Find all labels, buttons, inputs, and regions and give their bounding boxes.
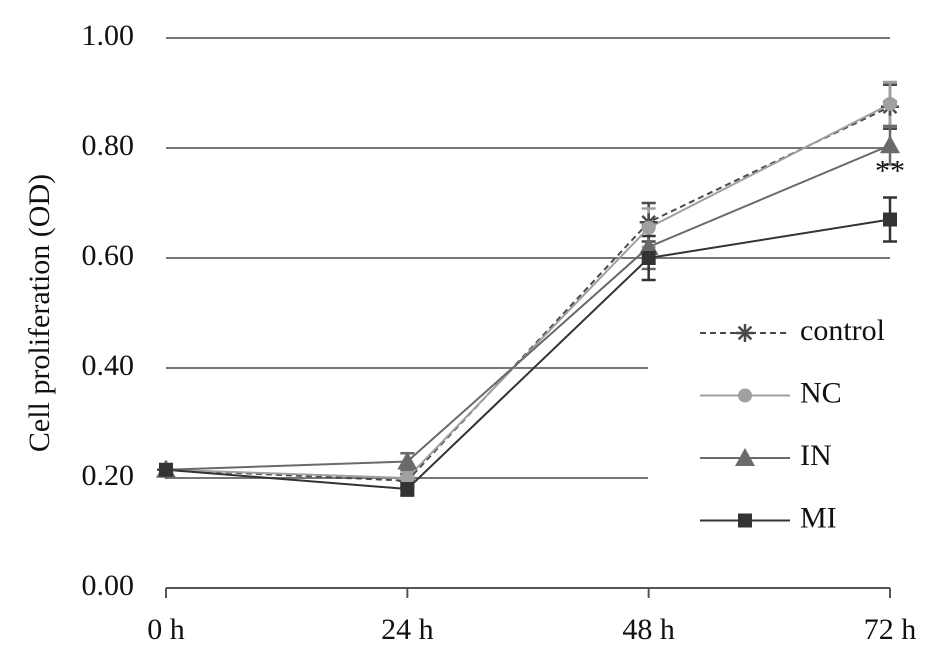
y-axis-label: Cell proliferation (OD) bbox=[23, 174, 56, 452]
legend-label: IN bbox=[800, 439, 832, 472]
x-tick-label: 24 h bbox=[381, 613, 434, 646]
y-tick-label: 0.00 bbox=[82, 569, 135, 602]
series-line bbox=[165, 105, 891, 482]
data-point bbox=[159, 462, 173, 477]
data-point bbox=[397, 451, 418, 470]
y-tick-label: 0.80 bbox=[82, 129, 135, 162]
data-point bbox=[883, 97, 897, 111]
data-point bbox=[880, 135, 900, 154]
legend-marker bbox=[735, 448, 755, 466]
legend-label: NC bbox=[800, 376, 842, 409]
y-tick-label: 1.00 bbox=[82, 19, 135, 52]
annotation: ** bbox=[875, 154, 905, 187]
data-point bbox=[400, 482, 415, 496]
series-line bbox=[165, 144, 891, 471]
legend-marker bbox=[738, 388, 752, 403]
series-line bbox=[165, 103, 891, 480]
data-point bbox=[641, 220, 656, 235]
data-point bbox=[641, 251, 656, 265]
x-tick-label: 0 h bbox=[147, 613, 185, 646]
data-point bbox=[400, 471, 415, 485]
legend-marker bbox=[738, 513, 752, 528]
y-tick-label: 0.40 bbox=[82, 349, 135, 382]
y-tick-label: 0.20 bbox=[82, 459, 135, 492]
x-tick-label: 48 h bbox=[622, 613, 675, 646]
x-tick-label: 72 h bbox=[864, 613, 917, 646]
legend-background bbox=[648, 300, 940, 552]
y-tick-label: 0.60 bbox=[82, 239, 135, 272]
legend-label: control bbox=[800, 314, 885, 347]
legend-marker bbox=[736, 324, 754, 342]
data-point bbox=[883, 212, 897, 227]
legend: control NC IN MI bbox=[648, 300, 940, 552]
legend-label: MI bbox=[800, 501, 837, 534]
data-point bbox=[638, 237, 659, 255]
series-line bbox=[165, 218, 891, 491]
